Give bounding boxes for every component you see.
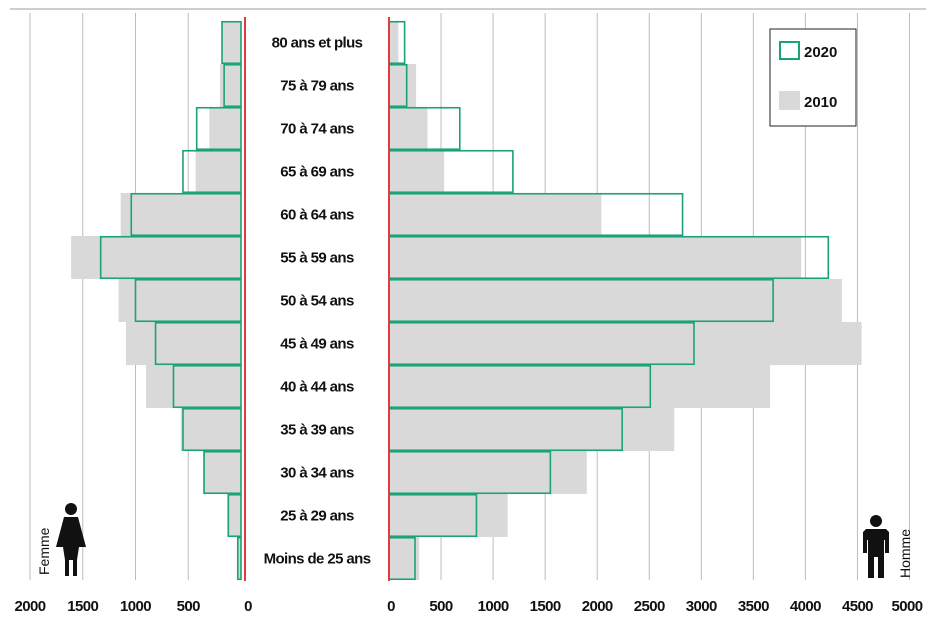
femme-label: Femme [36,527,52,575]
category-label-3: 65 à 69 ans [280,164,354,181]
category-labels: 80 ans et plus 75 à 79 ans 70 à 74 ans 65 à… [264,35,372,568]
left-tick-label-1500: 1500 [67,598,98,615]
bar-2010-homme-5 [389,236,802,279]
right-tick-label-4000: 4000 [790,598,821,615]
category-label-12: Moins de 25 ans [264,551,371,568]
bar-2010-femme-10 [203,451,241,494]
bar-2010-femme-6 [118,279,241,322]
bar-2010-homme-8 [389,365,771,408]
bar-2010-femme-3 [195,150,241,193]
male-icon [863,515,889,578]
left-tick-label-2000: 2000 [15,598,46,615]
bar-2010-femme-11 [227,494,241,537]
bar-2010-homme-12 [389,537,420,580]
right-tick-label-0: 0 [387,598,395,615]
bar-2010-homme-2 [389,107,428,150]
bar-2010-femme-4 [120,193,241,236]
left-tick-label-1000: 1000 [120,598,151,615]
female-icon [56,503,86,576]
homme-label: Homme [897,529,913,578]
category-label-4: 60 à 64 ans [280,207,354,224]
right-tick-label-4500: 4500 [842,598,873,615]
legend-label-2010: 2010 [804,94,837,111]
bar-2010-homme-11 [389,494,508,537]
bar-2020-femme-3 [182,149,242,194]
bar-2010-homme-0 [389,21,399,64]
bar-2010-femme-1 [219,64,241,107]
legend-swatch-2010 [779,91,800,110]
bar-2010-homme-3 [389,150,445,193]
tick-labels: 2000 1500 1000 500 0 0 500 1000 1500 2000 2500 3000… [15,598,924,615]
category-label-8: 40 à 44 ans [280,379,354,396]
category-label-2: 70 à 74 ans [280,121,354,138]
right-tick-label-3500: 3500 [738,598,769,615]
series-2010-bars [71,21,862,580]
bar-2010-femme-5 [71,236,242,279]
bar-2020-femme-0 [221,20,242,65]
bar-2020-femme-6 [134,278,242,323]
bar-2010-homme-9 [389,408,675,451]
bar-2010-femme-9 [180,408,241,451]
left-tick-label-500: 500 [177,598,200,615]
category-label-5: 55 à 59 ans [280,250,354,267]
bar-2020-femme-1 [223,63,242,108]
bar-2020-femme-9 [182,407,242,452]
left-tick-label-0: 0 [244,598,252,615]
bar-2010-femme-2 [209,107,241,150]
right-tick-label-500: 500 [429,598,452,615]
right-tick-label-3000: 3000 [686,598,717,615]
bar-2010-homme-7 [389,322,862,365]
right-tick-label-5000: 5000 [892,598,923,615]
bar-2020-femme-4 [130,192,242,237]
category-label-7: 45 à 49 ans [280,336,354,353]
bar-2020-femme-2 [195,106,242,151]
bar-2020-femme-7 [154,321,242,366]
bar-2020-femme-5 [99,235,242,280]
bar-2010-femme-12 [236,537,241,580]
bar-2010-homme-1 [389,64,417,107]
category-label-9: 35 à 39 ans [280,422,354,439]
bar-2010-homme-6 [389,279,842,322]
bar-2020-femme-10 [203,450,242,495]
bar-2010-femme-0 [222,21,241,64]
legend: 2020 2010 [769,28,857,127]
category-label-1: 75 à 79 ans [280,78,354,95]
right-tick-label-2000: 2000 [582,598,613,615]
right-tick-label-1000: 1000 [478,598,509,615]
category-label-6: 50 à 54 ans [280,293,354,310]
legend-label-2020: 2020 [804,44,837,61]
bar-2010-homme-4 [389,193,602,236]
bar-2020-femme-8 [172,364,242,409]
bar-2020-femme-11 [227,493,242,538]
category-label-11: 25 à 29 ans [280,508,354,525]
bar-2010-femme-8 [146,365,241,408]
bar-2020-femme-12 [237,536,242,581]
bar-2010-femme-7 [126,322,241,365]
label-column-background [245,17,389,582]
legend-swatch-2020 [779,41,800,60]
right-tick-label-1500: 1500 [530,598,561,615]
zero-axes [244,17,390,581]
category-label-10: 30 à 34 ans [280,465,354,482]
bar-2010-homme-10 [389,451,587,494]
right-tick-label-2500: 2500 [634,598,665,615]
category-label-0: 80 ans et plus [272,35,363,52]
